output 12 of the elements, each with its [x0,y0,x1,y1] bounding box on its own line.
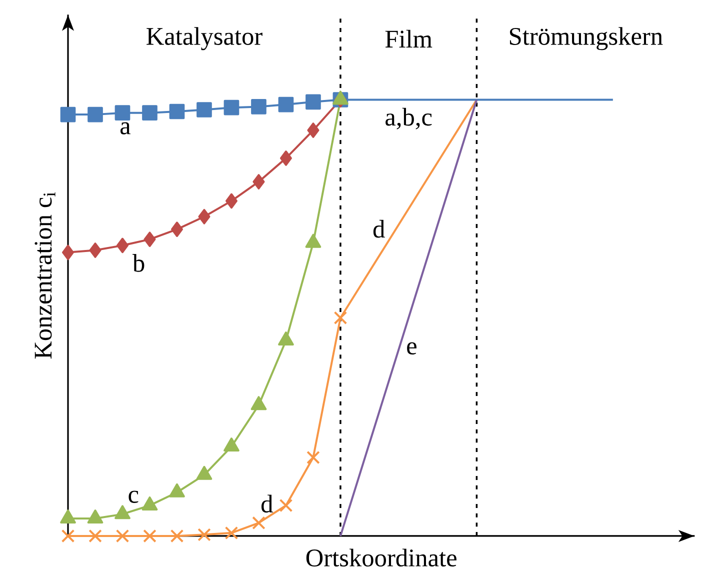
series-label: c [128,490,138,503]
series-label: a,b,c [386,108,432,130]
x-axis-title: Ortskoordinate [306,548,456,567]
series-label: b [132,254,144,272]
series-label: a [120,122,130,134]
text: Film [385,30,432,48]
series-label: d [261,494,273,513]
series-label: e [407,342,416,354]
y-axis-title: Konzentration c$_{i}$ [34,192,56,359]
series-label: d [373,220,385,238]
text: Strömungskern [510,27,663,50]
text: Katalysator [146,27,262,50]
